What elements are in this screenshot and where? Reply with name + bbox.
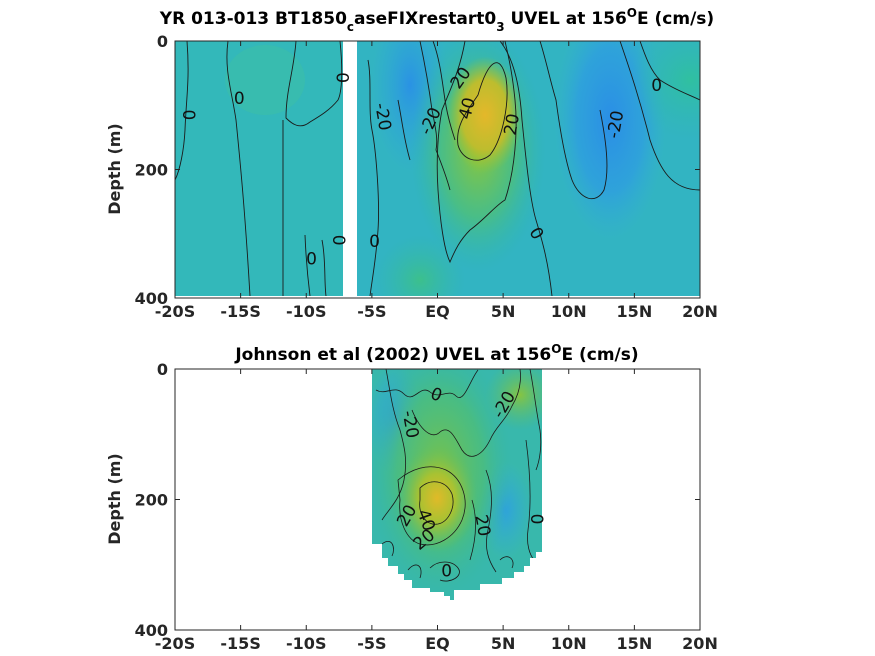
top-contour-label: 0 <box>234 89 245 109</box>
bottom-xtick-label: -20S <box>155 634 195 653</box>
top-ytick-label: 400 <box>135 289 168 308</box>
bottom-field <box>372 369 542 600</box>
top-contour-label: 0 <box>332 72 352 83</box>
bottom-ytick-label: 400 <box>135 621 168 640</box>
bottom-ytick-label: 0 <box>157 360 168 379</box>
top-xtick-label: -15S <box>220 302 260 321</box>
top-data-gap <box>343 41 357 298</box>
top-contour-label: 20 <box>501 112 524 137</box>
bottom-ytick-label: 200 <box>135 491 168 510</box>
bottom-xtick-label: 20N <box>682 634 718 653</box>
top-xtick-label: 20N <box>682 302 718 321</box>
bottom-xtick-label: -10S <box>286 634 326 653</box>
top-xtick-label: 15N <box>617 302 653 321</box>
top-contour-label: 0 <box>369 232 380 252</box>
top-ytick-label: 0 <box>157 32 168 51</box>
top-xtick-label: 5N <box>491 302 516 321</box>
bottom-xtick-label: EQ <box>425 634 450 653</box>
top-contour-label: 0 <box>328 235 348 246</box>
bottom-y-axis-label: Depth (m) <box>105 453 124 545</box>
top-field-west <box>175 41 343 296</box>
top-contour-label: -20 <box>604 109 629 140</box>
top-xtick-label: -5S <box>357 302 386 321</box>
top-field-east <box>357 41 700 296</box>
bottom-xtick-label: 15N <box>617 634 653 653</box>
bottom-contour-label: 0 <box>441 561 452 581</box>
top-contour-label: 0 <box>306 249 317 269</box>
bottom-contour-lines <box>375 369 542 582</box>
bottom-xtick-label: -15S <box>220 634 260 653</box>
top-contour-label: -20 <box>370 101 395 132</box>
top-contour-label: 0 <box>181 109 201 120</box>
top-xtick-label: -20S <box>155 302 195 321</box>
bottom-contour-label: 0 <box>526 514 546 525</box>
bottom-chart-title: Johnson et al (2002) UVEL at 156OE (cm/s… <box>234 342 638 365</box>
top-contour-lines <box>175 41 700 296</box>
top-xtick-label: EQ <box>425 302 450 321</box>
top-xtick-label: -10S <box>286 302 326 321</box>
bottom-xtick-label: 5N <box>491 634 516 653</box>
top-contour-label: 0 <box>651 76 662 96</box>
bottom-contour-label: 20 <box>470 513 493 538</box>
top-y-axis-label: Depth (m) <box>105 123 124 215</box>
bottom-xtick-label: -5S <box>357 634 386 653</box>
bottom-xtick-label: 10N <box>551 634 587 653</box>
top-xtick-label: 10N <box>551 302 587 321</box>
bottom-contour-label: -20 <box>398 409 423 440</box>
top-chart-title: YR 013-013 BT1850caseFIXrestart03 UVEL a… <box>159 6 714 34</box>
top-ytick-label: 200 <box>135 161 168 180</box>
